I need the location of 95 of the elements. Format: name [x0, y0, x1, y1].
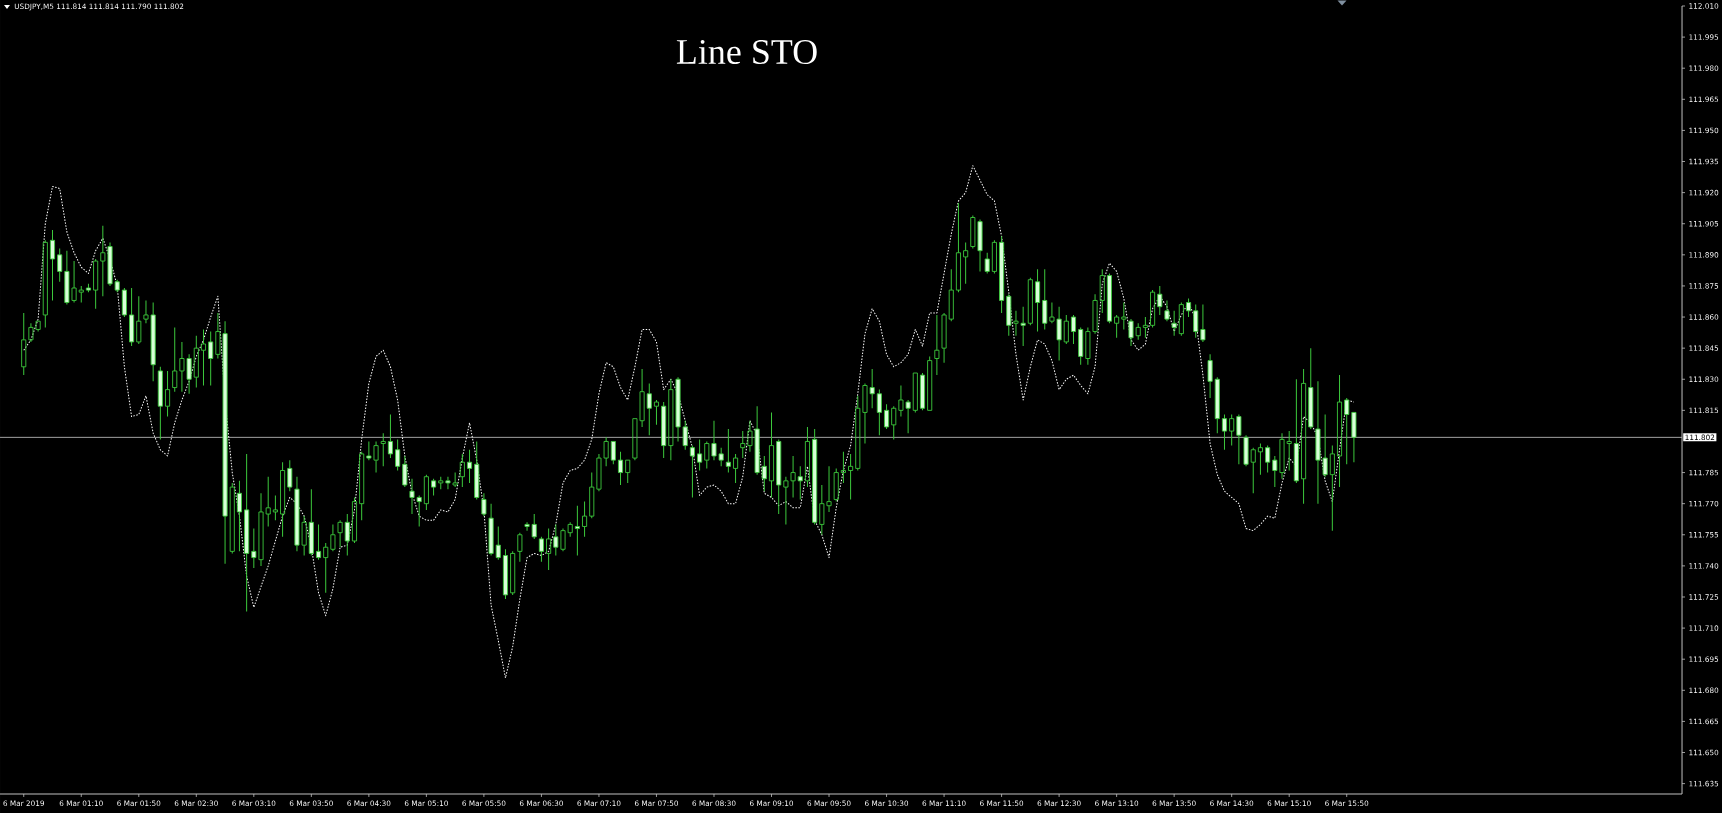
- candlestick: [517, 532, 523, 563]
- candlestick: [1193, 304, 1199, 339]
- candlestick: [876, 389, 882, 436]
- candlestick: [617, 451, 624, 486]
- candlestick: [1186, 297, 1192, 318]
- candlestick: [1200, 304, 1206, 343]
- candlestick: [380, 432, 386, 467]
- candlestick: [797, 465, 803, 501]
- candlestick: [1099, 268, 1105, 314]
- candlestick: [402, 455, 408, 488]
- candlestick: [193, 335, 199, 389]
- candlestick: [272, 494, 278, 521]
- candlestick: [495, 525, 501, 561]
- candlestick: [999, 235, 1005, 314]
- candlestick: [330, 523, 336, 552]
- candlestick: [646, 382, 652, 436]
- candlestick: [955, 202, 961, 293]
- candlestick: [287, 459, 293, 492]
- candlestick: [323, 542, 329, 594]
- candlestick: [49, 229, 56, 301]
- candlestick: [1221, 414, 1228, 451]
- candlestick: [280, 461, 286, 538]
- candlestick: [308, 488, 314, 557]
- candlestick: [157, 366, 163, 440]
- candlestick: [546, 528, 552, 571]
- candlestick: [21, 312, 27, 376]
- candlestick: [459, 453, 465, 488]
- candlestick: [725, 428, 731, 474]
- candlestick: [1236, 414, 1242, 465]
- candlestick: [165, 370, 171, 418]
- candlestick: [963, 241, 969, 285]
- candlestick: [804, 426, 810, 488]
- candlestick: [689, 445, 695, 498]
- candlestick: [244, 453, 250, 612]
- candlestick: [510, 550, 516, 596]
- candlestick: [833, 467, 839, 503]
- candlestick: [538, 536, 544, 563]
- candlestick: [761, 455, 767, 492]
- candlestick: [337, 519, 343, 548]
- candlestick: [574, 505, 580, 557]
- candlestick: [776, 438, 782, 515]
- candlestick: [1265, 445, 1271, 474]
- candlestick: [1214, 376, 1220, 434]
- candlestick: [236, 480, 242, 552]
- candlestick: [502, 548, 509, 600]
- candlestick: [93, 258, 99, 310]
- candlestick: [1250, 447, 1256, 494]
- candlestick: [481, 492, 487, 517]
- candlestick: [1308, 347, 1314, 430]
- candlestick: [812, 428, 818, 525]
- candlestick: [359, 451, 365, 521]
- candlestick: [1229, 414, 1235, 447]
- candlestick: [927, 355, 933, 411]
- candlestick: [1157, 285, 1163, 316]
- candlestick: [172, 326, 178, 393]
- candlestick: [1301, 368, 1307, 505]
- candlestick: [474, 440, 480, 501]
- candlestick: [941, 312, 947, 364]
- candlestick: [208, 331, 214, 386]
- candlestick: [344, 513, 350, 557]
- candlestick: [387, 414, 393, 459]
- candlestick: [200, 328, 207, 386]
- candlestick: [840, 451, 846, 484]
- candlestick: [129, 287, 135, 347]
- candlestick: [1329, 445, 1335, 532]
- candlestick: [768, 411, 775, 498]
- candlestick: [1344, 397, 1350, 465]
- candlestick: [488, 503, 494, 557]
- candlestick: [625, 459, 631, 484]
- candlestick: [653, 399, 659, 426]
- candlestick: [1293, 378, 1299, 484]
- candlestick: [1171, 310, 1177, 337]
- candlestick: [1164, 299, 1170, 322]
- candlestick: [848, 453, 854, 501]
- candlestick: [934, 314, 940, 376]
- candlestick: [582, 501, 588, 538]
- candlestick: [466, 449, 473, 484]
- candlestick: [136, 295, 142, 345]
- candlestick: [316, 523, 322, 561]
- candlestick: [1121, 302, 1127, 330]
- candlestick: [661, 401, 667, 459]
- candlestick: [1142, 316, 1148, 339]
- candlestick: [1336, 374, 1343, 488]
- candlestick: [1035, 268, 1041, 333]
- candlestick: [1207, 353, 1213, 399]
- candlestick: [1351, 411, 1357, 463]
- candlestick: [740, 430, 746, 459]
- candlestick: [1243, 434, 1249, 467]
- candlestick: [1042, 268, 1048, 330]
- candlestick: [697, 438, 703, 471]
- text: Line STO: [676, 39, 817, 65]
- candlestick: [1078, 326, 1084, 366]
- candlestick: [1257, 443, 1263, 476]
- candlestick: [733, 453, 739, 484]
- candlestick: [948, 268, 954, 322]
